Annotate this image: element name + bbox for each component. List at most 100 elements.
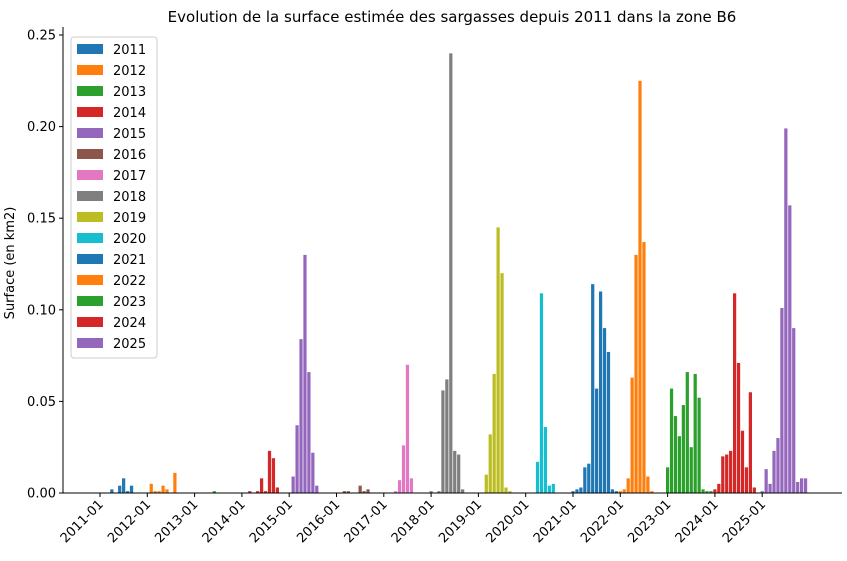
bar-2023-Apr xyxy=(677,436,682,493)
bar-2015-Feb xyxy=(291,476,295,493)
bar-2023-Sep xyxy=(697,397,701,493)
bar-2016-Mar xyxy=(342,491,346,493)
legend-swatch-2016 xyxy=(77,149,103,159)
bar-2025-Jun xyxy=(780,307,784,493)
bar-2011-Sep xyxy=(129,485,134,493)
legend-label-2024: 2024 xyxy=(113,316,146,331)
bar-2020-Jun xyxy=(543,427,548,493)
bar-2014-Oct xyxy=(275,487,279,493)
bar-2021-Oct xyxy=(606,351,611,493)
legend-label-2013: 2013 xyxy=(113,85,146,100)
legend-swatch-2022 xyxy=(77,275,103,285)
x-tick-label: 2015-01 xyxy=(247,497,296,546)
bar-2018-Sep xyxy=(461,489,465,493)
bar-2015-Aug xyxy=(315,485,319,493)
bar-2023-Mar xyxy=(673,416,678,493)
bar-2014-Sep xyxy=(271,458,276,493)
bar-2018-Aug xyxy=(457,454,461,493)
legend-label-2017: 2017 xyxy=(113,169,146,184)
bar-2011-Jul xyxy=(122,478,126,493)
bar-2020-Aug xyxy=(551,483,555,493)
bar-2017-Aug xyxy=(409,478,414,493)
bar-2020-Apr xyxy=(535,461,540,493)
legend-label-2023: 2023 xyxy=(113,295,146,310)
bar-2025-Feb xyxy=(764,469,768,493)
bar-2020-Jul xyxy=(547,485,551,493)
bar-2023-Jul xyxy=(689,447,693,493)
bar-2015-Jun xyxy=(307,372,311,493)
bar-2022-Jul xyxy=(642,242,646,493)
bar-2018-Apr xyxy=(441,390,445,493)
y-tick-label: 0.10 xyxy=(27,303,56,318)
bar-2015-Mar xyxy=(295,425,299,493)
bar-2011-Jun xyxy=(118,485,122,493)
bar-2012-Feb xyxy=(149,483,153,493)
bar-2019-Jun xyxy=(496,227,500,494)
bar-2016-Sep xyxy=(366,489,370,493)
bar-2019-Aug xyxy=(504,487,508,493)
legend-swatch-2025 xyxy=(77,338,103,348)
bar-2024-Nov xyxy=(752,487,756,493)
bar-2024-Mar xyxy=(721,456,725,493)
bar-2024-Oct xyxy=(748,392,752,493)
bar-2016-Aug xyxy=(362,491,366,493)
x-tick-label: 2025-01 xyxy=(720,497,769,546)
bar-2025-Dec xyxy=(803,478,808,493)
x-tick-label: 2018-01 xyxy=(389,497,438,546)
bar-2021-Feb xyxy=(575,489,579,493)
legend-swatch-2021 xyxy=(77,254,103,264)
bar-2019-Mar xyxy=(484,474,488,493)
bar-2024-Jun xyxy=(732,293,737,493)
bar-2012-Jun xyxy=(165,489,169,493)
bar-2021-Jul xyxy=(595,388,599,493)
y-tick-label: 0.15 xyxy=(27,212,56,227)
bar-2022-May xyxy=(634,254,638,493)
legend-label-2021: 2021 xyxy=(113,253,146,268)
bar-2021-Dec xyxy=(614,491,618,493)
x-tick-label: 2019-01 xyxy=(436,497,485,546)
y-tick-label: 0.00 xyxy=(27,487,56,502)
legend: 2011 2012 2013 2014 2015 2016 2017 2018 2019 2020… xyxy=(70,36,158,359)
bar-2023-Feb xyxy=(669,388,674,493)
legend-swatch-2018 xyxy=(77,191,103,201)
bar-2024-May xyxy=(729,450,733,493)
x-tick-label: 2012-01 xyxy=(105,497,154,546)
bar-2025-Aug xyxy=(788,205,792,493)
bar-2014-Aug xyxy=(267,450,272,493)
bar-2024-Apr xyxy=(725,454,729,493)
bar-2022-Sep xyxy=(650,491,654,493)
bar-2025-May xyxy=(776,438,780,493)
bar-2011-Apr xyxy=(110,489,114,493)
bar-2025-Apr xyxy=(772,450,776,493)
bar-2017-Apr xyxy=(394,491,398,493)
bar-2022-Aug xyxy=(646,476,650,493)
legend-swatch-2024 xyxy=(77,317,103,327)
bar-2019-Jul xyxy=(500,273,504,493)
bar-2024-Feb xyxy=(717,483,721,493)
chart-title: Evolution de la surface estimée des sarg… xyxy=(168,8,737,26)
bar-2011-Aug xyxy=(125,491,130,493)
y-tick-label: 0.25 xyxy=(27,29,56,44)
x-tick-label: 2011-01 xyxy=(58,497,107,546)
legend-label-2014: 2014 xyxy=(113,106,146,121)
bar-2017-May xyxy=(397,480,402,493)
bar-2025-Jan xyxy=(760,491,764,493)
bar-2019-May xyxy=(492,373,496,493)
legend-label-2015: 2015 xyxy=(113,127,146,142)
bar-2021-Jan xyxy=(571,491,575,493)
bar-2019-Sep xyxy=(508,491,512,493)
legend-swatch-2015 xyxy=(77,128,103,138)
legend-swatch-2017 xyxy=(77,170,103,180)
legend-swatch-2019 xyxy=(77,212,103,222)
legend-label-2022: 2022 xyxy=(113,274,146,289)
bar-2022-Mar xyxy=(626,478,630,493)
legend-swatch-2023 xyxy=(77,296,103,306)
bar-2018-May xyxy=(445,379,449,493)
bar-2018-Jul xyxy=(453,450,457,493)
bar-2023-Oct xyxy=(701,489,705,493)
legend-swatch-2020 xyxy=(77,233,103,243)
x-tick-label: 2021-01 xyxy=(531,497,580,546)
x-tick-label: 2024-01 xyxy=(673,497,722,546)
